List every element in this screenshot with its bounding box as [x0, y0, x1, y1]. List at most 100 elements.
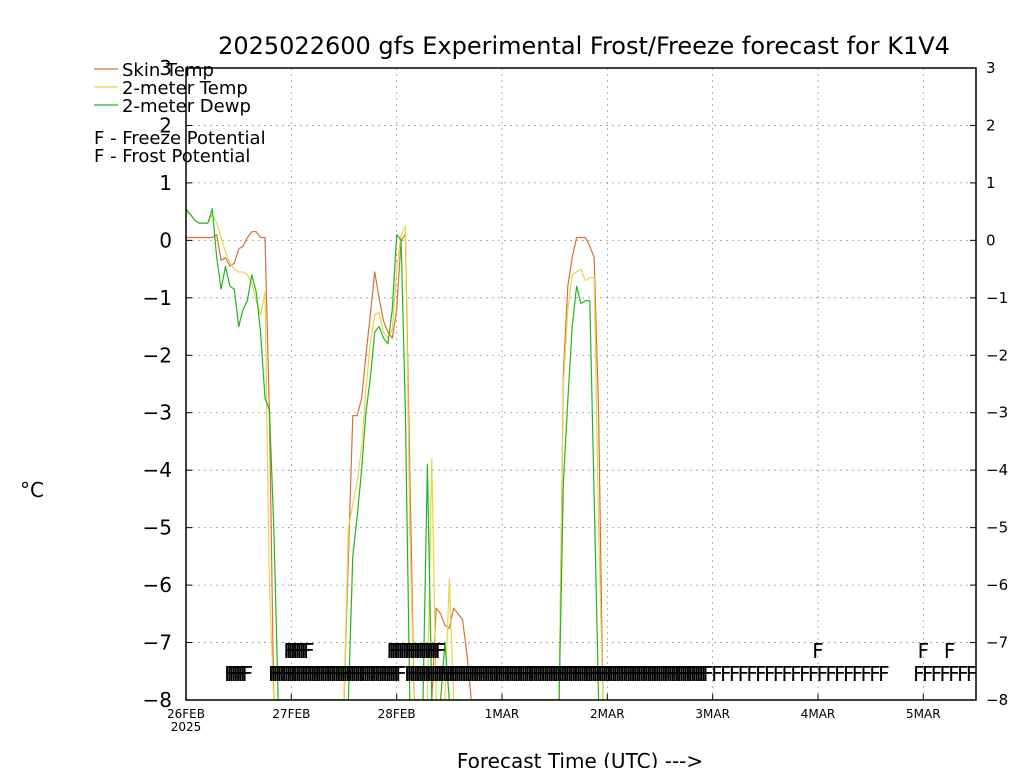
freeze-marker: F [606, 662, 618, 686]
freeze-marker: F [281, 662, 293, 686]
freeze-marker: F [433, 662, 445, 686]
legend-label-skin-temp: Skin Temp [122, 60, 214, 81]
freeze-marker: F [957, 662, 969, 686]
frost-marker: F [422, 639, 434, 663]
freeze-marker: F [628, 662, 640, 686]
freeze-marker: F [323, 662, 335, 686]
freeze-marker: F [393, 662, 405, 686]
freeze-marker: F [852, 662, 864, 686]
y-tick-label-right: −6 [986, 576, 1008, 594]
freeze-marker: F [566, 662, 578, 686]
freeze-marker: F [457, 662, 469, 686]
freeze-marker: F [674, 662, 686, 686]
freeze-marker: F [294, 662, 306, 686]
freeze-marker: F [648, 662, 660, 686]
freeze-marker: F [448, 662, 460, 686]
freeze-marker: F [634, 662, 646, 686]
freeze-marker: F [490, 662, 502, 686]
freeze-marker: F [514, 662, 526, 686]
freeze-marker: F [593, 662, 605, 686]
freeze-marker: F [525, 662, 537, 686]
freeze-marker: F [466, 662, 478, 686]
x-tick-sublabel: 2025 [171, 720, 202, 734]
frost-marker: F [944, 639, 956, 663]
freeze-marker: F [231, 662, 243, 686]
freeze-marker: F [597, 662, 609, 686]
freeze-marker: F [586, 662, 598, 686]
freeze-marker: F [406, 662, 418, 686]
frost-marker: F [435, 639, 447, 663]
freeze-marker: F [861, 662, 873, 686]
freeze-marker: F [356, 662, 368, 686]
freeze-marker: F [226, 662, 238, 686]
plot-frame [185, 67, 977, 701]
freeze-marker: F [308, 662, 320, 686]
freeze-marker: F [639, 662, 651, 686]
freeze-marker: F [288, 662, 300, 686]
x-axis-label: Forecast Time (UTC) ---> [457, 749, 703, 768]
freeze-marker: F [297, 662, 309, 686]
freeze-marker: F [299, 662, 311, 686]
freeze-marker: F [518, 662, 530, 686]
y-tick-label-left: −4 [143, 458, 172, 482]
freeze-marker: F [362, 662, 374, 686]
freeze-marker: F [698, 662, 710, 686]
freeze-marker: F [439, 662, 451, 686]
freeze-marker: F [384, 662, 396, 686]
y-tick-label-right: −2 [986, 346, 1008, 364]
freeze-marker: F [869, 662, 881, 686]
freeze-marker: F [310, 662, 322, 686]
frost-marker: F [299, 639, 311, 663]
freeze-marker: F [272, 662, 284, 686]
series-line-2-meter-temp [186, 211, 604, 700]
freeze-marker: F [645, 662, 657, 686]
freeze-marker: F [650, 662, 662, 686]
freeze-marker: F [351, 662, 363, 686]
y-tick-label-left: −8 [143, 688, 172, 712]
frost-marker: F [408, 639, 420, 663]
freeze-marker: F [549, 662, 561, 686]
frost-marker: F [419, 639, 431, 663]
freeze-marker: F [430, 662, 442, 686]
freeze-marker: F [468, 662, 480, 686]
freeze-marker: F [286, 662, 298, 686]
frost-marker: F [430, 639, 442, 663]
freeze-marker: F [692, 662, 704, 686]
freeze-marker: F [569, 662, 581, 686]
freeze-marker: F [764, 662, 776, 686]
x-tick-label: 3MAR [695, 707, 730, 721]
frost-marker: F [918, 639, 930, 663]
freeze-marker: F [424, 662, 436, 686]
freeze-marker: F [540, 662, 552, 686]
legend-label-2m-dewp: 2-meter Dewp [122, 96, 251, 117]
freeze-marker: F [534, 662, 546, 686]
freeze-marker: F [555, 662, 567, 686]
freeze-marker: F [419, 662, 431, 686]
freeze-marker: F [948, 662, 960, 686]
freeze-marker: F [575, 662, 587, 686]
y-tick-label-right: −5 [986, 519, 1008, 537]
freeze-marker: F [584, 662, 596, 686]
freeze-marker: F [667, 662, 679, 686]
freeze-marker: F [619, 662, 631, 686]
freeze-marker: F [380, 662, 392, 686]
freeze-marker: F [391, 662, 403, 686]
freeze-marker: F [678, 662, 690, 686]
freeze-marker: F [301, 662, 313, 686]
frost-marker: F [393, 639, 405, 663]
freeze-marker: F [327, 662, 339, 686]
freeze-marker: F [520, 662, 532, 686]
freeze-marker: F [404, 662, 416, 686]
freeze-marker: F [373, 662, 385, 686]
frost-marker: F [297, 639, 309, 663]
frost-marker: F [395, 639, 407, 663]
freeze-marker: F [542, 662, 554, 686]
freeze-marker: F [270, 662, 282, 686]
freeze-marker: F [683, 662, 695, 686]
freeze-marker: F [408, 662, 420, 686]
freeze-marker: F [233, 662, 245, 686]
freeze-marker: F [367, 662, 379, 686]
freeze-marker: F [694, 662, 706, 686]
frost-marker: F [288, 639, 300, 663]
freeze-marker: F [613, 662, 625, 686]
